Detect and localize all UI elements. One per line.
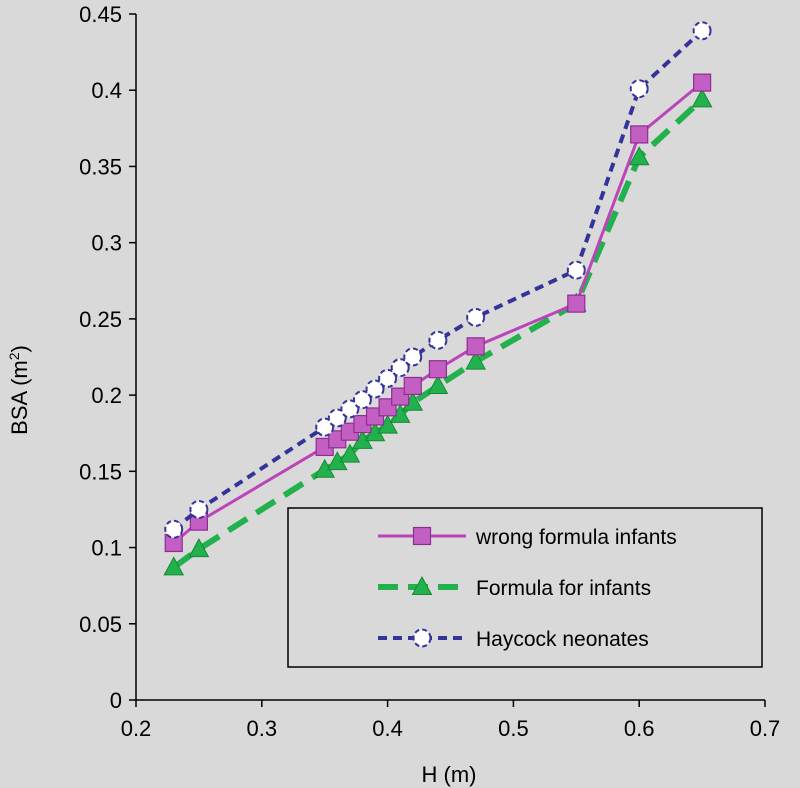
y-tick-label: 0 (110, 688, 122, 713)
y-tick-label: 0.45 (79, 2, 122, 27)
x-tick-label: 0.2 (121, 716, 152, 741)
x-tick-label: 0.4 (372, 716, 403, 741)
data-point (566, 260, 586, 280)
data-point (403, 376, 422, 396)
y-tick-label: 0.2 (91, 383, 122, 408)
data-point (692, 73, 712, 92)
x-tick-label: 0.6 (624, 716, 655, 741)
data-point (428, 330, 448, 350)
legend-marker (412, 526, 432, 546)
y-tick-label: 0.4 (91, 78, 122, 103)
legend-label: Haycock neonates (476, 628, 649, 651)
y-axis-title: BSA (m2) (6, 345, 32, 435)
data-point (466, 307, 486, 327)
legend: wrong formula infants Formula for infants… (287, 507, 763, 668)
legend-label: Formula for infants (476, 577, 651, 600)
y-tick-label: 0.15 (79, 459, 122, 484)
data-point (378, 368, 398, 388)
data-point (692, 21, 712, 41)
data-point (390, 358, 410, 378)
y-tick-label: 0.35 (79, 154, 122, 179)
data-point (315, 417, 335, 437)
data-point (465, 350, 487, 370)
data-point (466, 337, 485, 356)
data-point (427, 374, 449, 394)
data-point (163, 556, 185, 576)
plot-area (163, 21, 713, 576)
data-point (189, 499, 209, 519)
legend-marker (411, 575, 433, 595)
data-point (340, 399, 360, 419)
series-line (172, 29, 704, 531)
x-tick-label: 0.3 (247, 716, 278, 741)
y-tick-label: 0.3 (91, 231, 122, 256)
data-point (164, 519, 184, 539)
y-tick-label: 0.1 (91, 536, 122, 561)
tick-labels: 0 0.05 0.1 0.15 0.2 0.25 0.3 0.35 0.4 0.45 0.2 0.3 0… (79, 2, 780, 741)
data-point (352, 390, 372, 410)
x-tick-label: 0.5 (498, 716, 529, 741)
y-tick-label: 0.25 (79, 307, 122, 332)
data-point (428, 360, 448, 379)
data-point (628, 146, 650, 166)
series-2 (164, 21, 712, 539)
axes (129, 13, 766, 707)
data-point (365, 379, 385, 399)
data-point (327, 408, 347, 428)
legend-marker (412, 628, 432, 648)
legend-label: wrong formula infants (475, 526, 677, 549)
y-axis-title-close: ) (7, 345, 32, 352)
x-axis-title: H (m) (422, 762, 477, 787)
data-point (567, 294, 586, 313)
data-point (691, 88, 713, 108)
series-0 (164, 73, 712, 553)
legend-box (287, 507, 763, 668)
data-point (339, 443, 361, 463)
data-point (188, 538, 210, 558)
y-tick-label: 0.05 (79, 612, 122, 637)
data-point (629, 79, 649, 99)
data-point (630, 125, 649, 144)
y-axis-title-sup: 2 (6, 352, 22, 360)
data-point (403, 347, 423, 367)
series-1 (163, 88, 713, 576)
x-tick-label: 0.7 (750, 716, 781, 741)
y-axis-title-main: BSA (m (7, 360, 32, 435)
